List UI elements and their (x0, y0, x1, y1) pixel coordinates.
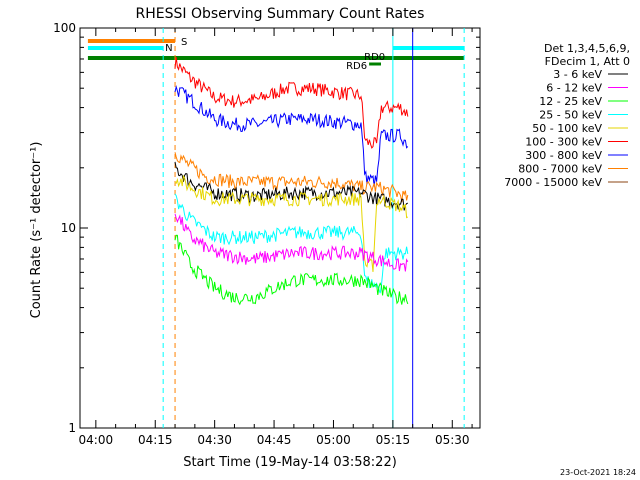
flag_saa-label: S (181, 37, 187, 48)
legend: Det 1,3,4,5,6,9,FDecim 1, Att 03 - 6 keV… (504, 42, 630, 189)
legend-entry-label: 3 - 6 keV (553, 68, 602, 81)
series-line (174, 213, 409, 272)
series-layer (174, 57, 409, 306)
series-line (174, 193, 409, 294)
legend-entry-label: 300 - 800 keV (525, 149, 602, 162)
series-line (174, 57, 409, 149)
legend-entry-label: 25 - 50 keV (539, 109, 602, 122)
y-axis: 1 10 100 (53, 21, 480, 435)
legend-entry-label: 800 - 7000 keV (518, 163, 602, 176)
x-tick-label: 04:00 (79, 433, 114, 447)
x-tick-label: 05:15 (376, 433, 411, 447)
flag_night-label: N (165, 43, 172, 54)
x-axis-label: Start Time (19-May-14 03:58:22) (183, 455, 397, 470)
series-line (174, 152, 409, 203)
x-tick-label: 04:45 (257, 433, 292, 447)
y-tick-label: 10 (61, 221, 76, 235)
legend-entry-label: 100 - 300 keV (525, 136, 602, 149)
y-tick-label: 1 (68, 421, 76, 435)
series-line (174, 161, 409, 211)
series-line (174, 84, 409, 187)
series-line (174, 174, 409, 272)
x-tick-label: 04:15 (138, 433, 173, 447)
flag_rd6-label: RD6 (346, 61, 367, 72)
footer-timestamp: 23-Oct-2021 18:24 (560, 468, 636, 477)
legend-entry-label: 6 - 12 keV (546, 82, 602, 95)
flag_rd0-label: RD0 (364, 52, 385, 63)
x-tick-label: 05:30 (435, 433, 470, 447)
x-tick-label: 04:30 (197, 433, 232, 447)
y-axis-label: Count Rate (s⁻¹ detector⁻¹) (29, 142, 44, 319)
x-tick-label: 05:00 (316, 433, 351, 447)
legend-header: FDecim 1, Att 0 (545, 55, 630, 68)
legend-entry-label: 50 - 100 keV (532, 122, 602, 135)
series-line (174, 234, 409, 306)
legend-entry-label: 7000 - 15000 keV (504, 176, 602, 189)
legend-entry-label: 12 - 25 keV (539, 95, 602, 108)
vline-layer (162, 28, 465, 428)
y-tick-label: 100 (53, 21, 76, 35)
chart-title: RHESSI Observing Summary Count Rates (136, 6, 425, 22)
x-axis: 04:00 04:15 04:30 04:45 05:00 05:15 05:30 (79, 28, 473, 447)
legend-header: Det 1,3,4,5,6,9, (544, 42, 630, 55)
